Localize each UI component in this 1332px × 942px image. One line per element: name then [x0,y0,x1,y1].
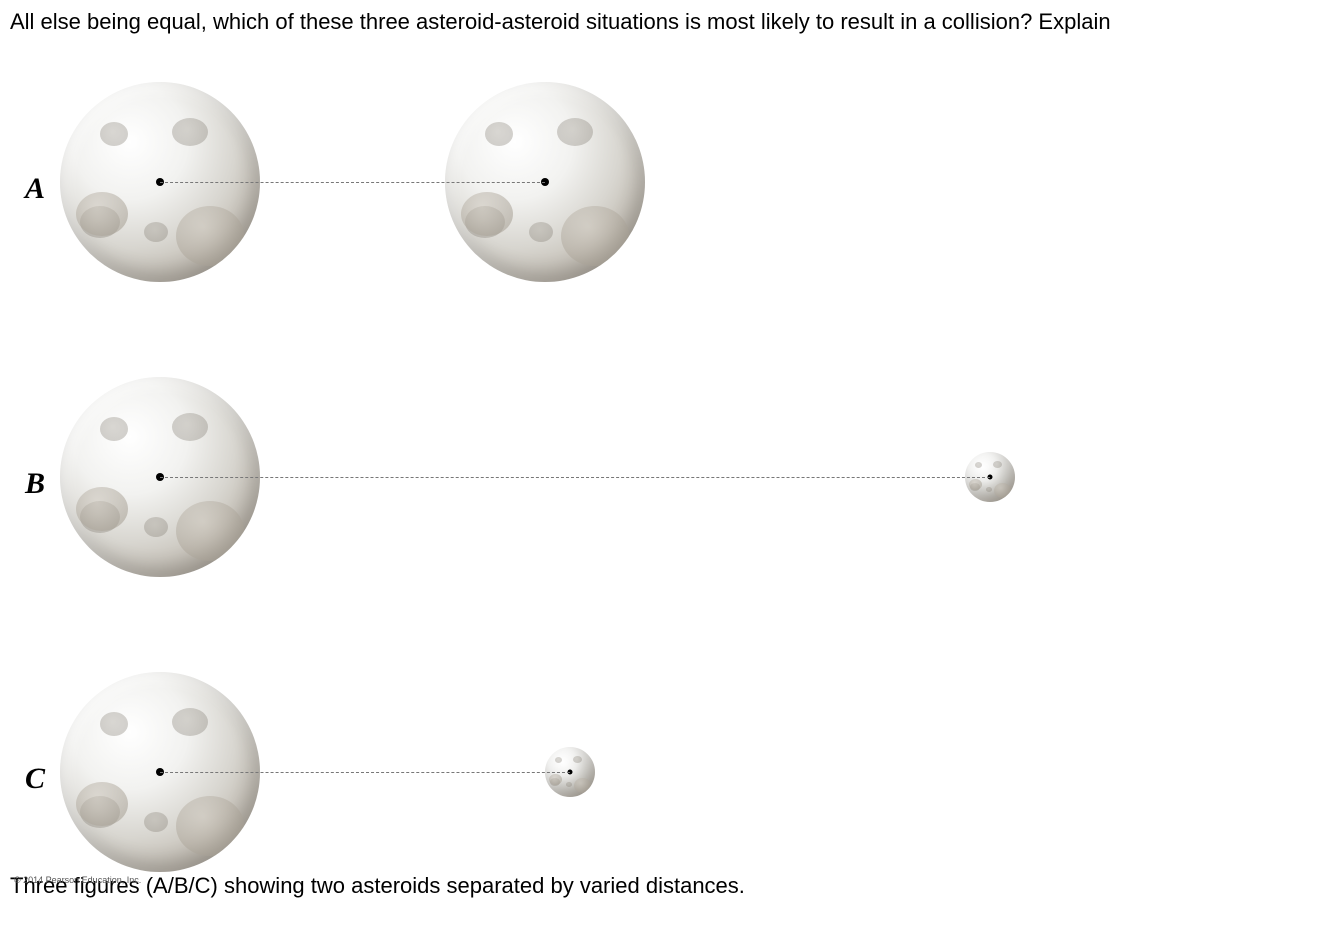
crater [172,413,208,441]
crater [993,461,1002,468]
crater [172,118,208,146]
crater [172,708,208,736]
crater [970,483,980,491]
crater [529,222,553,242]
crater [485,122,513,146]
crater [986,487,992,492]
crater [557,118,593,146]
crater [80,796,120,828]
crater [555,757,562,763]
crater [144,812,168,832]
question-text: All else being equal, which of these thr… [10,8,1322,37]
crater [550,778,560,786]
crater [573,756,582,763]
row-label-a: A [25,172,45,206]
crater [100,712,128,736]
copyright-text: © 2014 Pearson Education, Inc. [14,875,141,885]
distance-line-a [160,182,545,183]
distance-line-c [160,772,570,773]
crater [100,122,128,146]
figure-caption: Three figures (A/B/C) showing two astero… [10,873,1322,899]
crater [975,462,982,468]
distance-line-b [160,477,990,478]
crater [144,517,168,537]
crater [465,206,505,238]
crater [80,206,120,238]
asteroid-figure: © 2014 Pearson Education, Inc. ABC [10,67,1090,867]
crater [144,222,168,242]
row-label-b: B [25,467,45,501]
crater [80,501,120,533]
crater [100,417,128,441]
page-root: All else being equal, which of these thr… [0,0,1332,942]
row-label-c: C [25,762,45,796]
crater [566,782,572,787]
